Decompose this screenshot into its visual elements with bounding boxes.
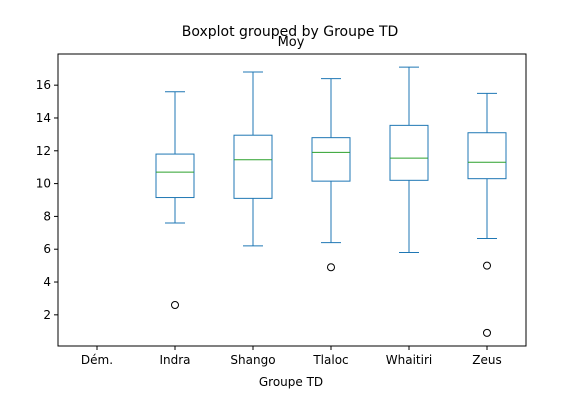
y-tick-label: 10 xyxy=(36,177,51,191)
box-group xyxy=(233,71,273,247)
y-axis: 2 4 6 8 10 12 14 16 xyxy=(36,78,58,322)
box-iqr xyxy=(389,124,429,181)
x-tick-label: Indra xyxy=(159,353,190,367)
chart-subtitle: Moy xyxy=(278,35,305,50)
outlier-point xyxy=(327,263,335,272)
box-group xyxy=(467,92,507,337)
x-tick-label: Tlaloc xyxy=(312,353,348,367)
y-tick-label: 6 xyxy=(43,242,51,256)
x-tick-label: Zeus xyxy=(472,353,501,367)
y-tick-label: 8 xyxy=(43,209,51,223)
y-tick-label: 2 xyxy=(43,308,51,322)
box-group xyxy=(311,78,351,272)
y-tick-label: 4 xyxy=(43,275,51,289)
outlier-point xyxy=(483,328,491,337)
outlier-point xyxy=(483,261,491,270)
x-tick-label: Shango xyxy=(230,353,275,367)
box-iqr xyxy=(467,132,507,180)
box-iqr xyxy=(233,134,273,199)
box-group xyxy=(155,91,195,309)
boxes xyxy=(155,66,507,337)
y-tick-label: 12 xyxy=(36,144,51,158)
x-axis-label: Groupe TD xyxy=(259,375,323,389)
x-tick-label: Dém. xyxy=(81,353,113,367)
plot-area xyxy=(57,53,527,347)
y-tick-label: 14 xyxy=(36,111,51,125)
box-iqr xyxy=(311,137,351,182)
chart-title: Boxplot grouped by Groupe TD xyxy=(182,24,399,40)
x-axis: Dém. Indra Shango Tlaloc Whaitiri Zeus xyxy=(81,346,502,367)
box-iqr xyxy=(155,153,195,199)
x-tick-label: Whaitiri xyxy=(386,353,432,367)
outlier-point xyxy=(171,300,179,309)
box-group xyxy=(389,66,429,253)
y-tick-label: 16 xyxy=(36,78,51,92)
